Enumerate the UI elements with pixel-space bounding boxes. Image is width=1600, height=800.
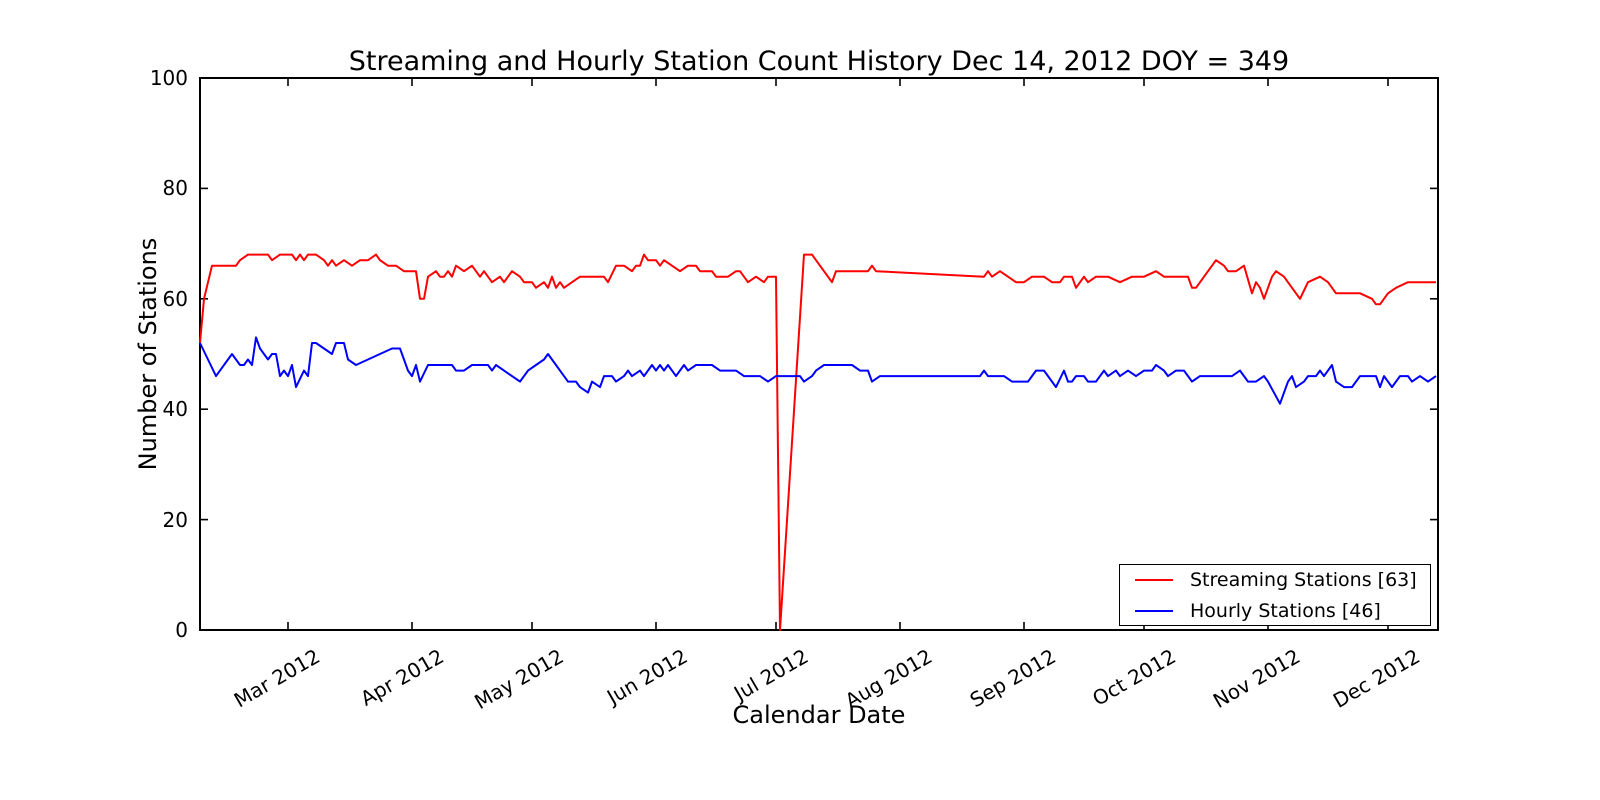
y-tick-label: 40 [162,397,188,422]
legend-row-streaming: Streaming Stations [63] [1120,568,1430,592]
streaming-line-sample [1135,578,1173,581]
hourly-stations-line [199,336,1437,405]
y-tick-label: 100 [149,66,188,90]
legend-label-hourly: Hourly Stations [46] [1190,599,1381,622]
y-tick-label: 80 [162,176,188,201]
plot-frame [199,77,1439,631]
streaming-stations-line [199,253,1436,631]
chart-title: Streaming and Hourly Station Count Histo… [348,46,1290,77]
hourly-line-sample [1135,609,1173,612]
legend-label-streaming: Streaming Stations [63] [1190,568,1417,591]
y-tick-label: 60 [162,286,188,311]
legend: Streaming Stations [63] Hourly Stations … [1119,564,1431,626]
y-tick-label: 0 [175,618,188,642]
y-axis-label: Number of Stations [134,237,162,471]
x-axis-label: Calendar Date [732,701,906,729]
legend-row-hourly: Hourly Stations [46] [1120,599,1430,623]
y-tick-label: 20 [162,507,188,532]
